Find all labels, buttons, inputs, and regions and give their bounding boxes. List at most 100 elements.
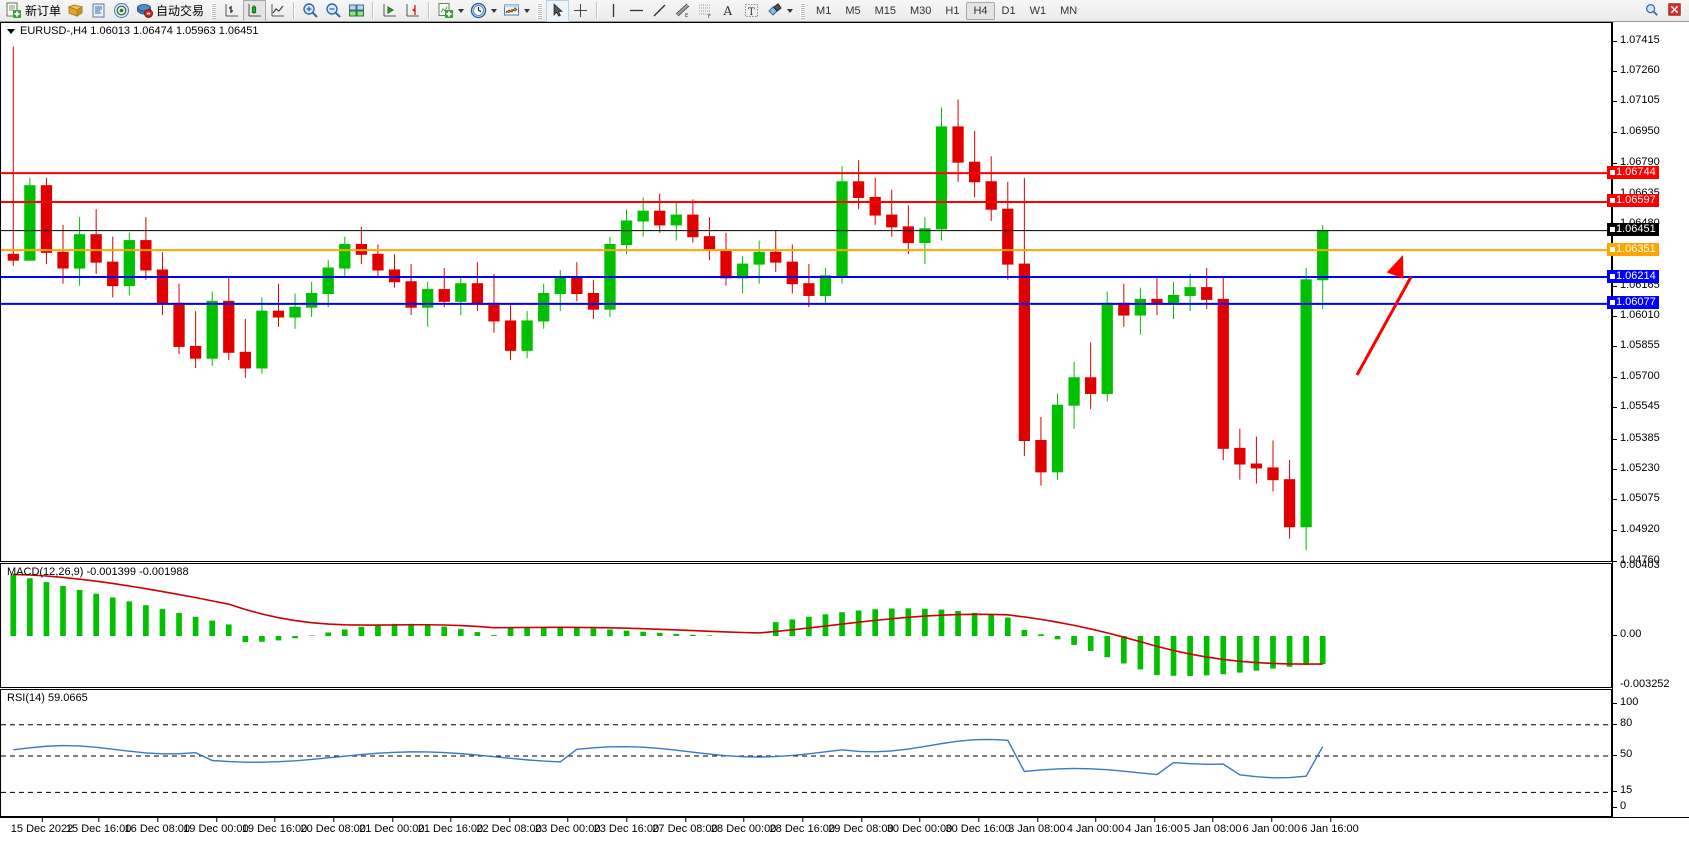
time-tick: 21 Dec 16:00 xyxy=(418,818,483,835)
signals-button[interactable] xyxy=(110,1,133,21)
price-tag-value: 1.06451 xyxy=(1616,223,1656,236)
rsi-pane[interactable]: RSI(14) 59.0665 xyxy=(0,689,1613,817)
candle xyxy=(736,256,749,294)
fibonacci-tool[interactable]: F xyxy=(694,1,717,21)
candle xyxy=(786,244,798,294)
tile-windows-icon xyxy=(348,2,365,19)
period-button[interactable] xyxy=(467,1,500,21)
indicators-button[interactable] xyxy=(500,1,533,21)
vertical-line-tool[interactable] xyxy=(602,1,625,21)
symbol-header[interactable]: EURUSD-,H4 1.06013 1.06474 1.05963 1.064… xyxy=(7,25,259,37)
close-button[interactable] xyxy=(1664,1,1687,21)
tab-timeframe-m1[interactable]: M1 xyxy=(816,4,832,17)
price-tag-bid[interactable]: 1.06451 xyxy=(1607,223,1659,237)
candlestick-chart-button[interactable] xyxy=(243,0,267,22)
search-button[interactable] xyxy=(1641,1,1664,21)
candle xyxy=(1184,273,1196,312)
macd-tick: 0.00 xyxy=(1613,628,1641,640)
rsi-canvas xyxy=(1,724,1613,793)
chart-shift-button[interactable] xyxy=(401,1,424,21)
autotrading-button[interactable]: 自动交易 xyxy=(133,1,207,21)
toolbar-grip-3[interactable] xyxy=(800,2,806,19)
candle xyxy=(422,281,434,327)
time-tick: 21 Dec 00:00 xyxy=(359,818,425,835)
candle xyxy=(40,177,53,265)
price-tag-resistance[interactable]: 1.06597 xyxy=(1607,194,1659,208)
line-chart-button[interactable] xyxy=(266,1,289,21)
time-tick: 23 Dec 16:00 xyxy=(594,818,659,835)
rsi-line xyxy=(13,738,1324,779)
horizontal-line-icon xyxy=(628,2,645,19)
crosshair-tool[interactable] xyxy=(569,1,592,21)
text-tool[interactable]: A xyxy=(717,1,740,21)
autotrading-label: 自动交易 xyxy=(156,4,205,18)
macd-pane[interactable]: MACD(12,26,9) -0.001399 -0.001988 xyxy=(0,563,1612,688)
toolbar-grip-2[interactable] xyxy=(537,2,543,19)
candle xyxy=(471,262,484,312)
tab-timeframe-m5[interactable]: M5 xyxy=(845,4,861,17)
new-order-label: 新订单 xyxy=(25,4,62,18)
crosshair-icon xyxy=(572,2,589,19)
price-tag-pivot[interactable]: 1.06351 xyxy=(1607,242,1659,256)
main-toolbar: 新订单 xyxy=(0,0,1689,22)
metaeditor-button[interactable] xyxy=(87,1,110,21)
expert-advisor-button[interactable] xyxy=(64,1,87,21)
tab-timeframe-d1[interactable]: D1 xyxy=(1001,4,1016,17)
text-label-tool[interactable]: T xyxy=(740,1,763,21)
macd-signal-line xyxy=(13,573,1323,665)
chart-area[interactable]: EURUSD-,H4 1.06013 1.06474 1.05963 1.064… xyxy=(0,22,1689,839)
price-tick: 1.05385 xyxy=(1613,432,1660,444)
candle xyxy=(488,273,500,333)
price-tag-support[interactable]: 1.06214 xyxy=(1607,269,1659,283)
price-tag-resistance[interactable]: 1.06744 xyxy=(1607,165,1659,179)
candle xyxy=(57,224,69,284)
horizontal-line-tool[interactable] xyxy=(625,1,648,21)
chevron-down-icon[interactable] xyxy=(787,8,794,13)
signals-icon xyxy=(113,2,130,19)
candle xyxy=(455,277,467,316)
candle xyxy=(538,283,550,329)
time-tick: 5 Jan 08:00 xyxy=(1184,818,1241,835)
time-axis[interactable]: 15 Dec 2022 15 Dec 16:00 16 Dec 08:00 19 De… xyxy=(0,817,1689,839)
candle xyxy=(1018,177,1031,457)
time-tick: 28 Dec 16:00 xyxy=(770,818,835,835)
objects-tool[interactable] xyxy=(763,1,796,21)
chevron-down-icon[interactable] xyxy=(524,8,531,13)
chevron-down-icon[interactable] xyxy=(458,8,465,13)
candle xyxy=(720,232,732,286)
candle xyxy=(223,275,235,361)
price-tag-value: 1.06744 xyxy=(1616,165,1656,178)
tab-timeframe-h1[interactable]: H1 xyxy=(945,4,960,17)
tab-timeframe-h4[interactable]: H4 xyxy=(966,1,995,20)
price-pane[interactable]: EURUSD-,H4 1.06013 1.06474 1.05963 1.064… xyxy=(0,22,1613,562)
auto-scroll-button[interactable] xyxy=(378,1,401,21)
candle xyxy=(554,269,566,312)
rsi-label: RSI(14) 59.0665 xyxy=(7,692,88,704)
candle xyxy=(985,156,997,221)
tile-windows-button[interactable] xyxy=(345,1,368,21)
tab-timeframe-mn[interactable]: MN xyxy=(1060,4,1078,17)
zoom-out-button[interactable] xyxy=(322,1,345,21)
tab-timeframe-w1[interactable]: W1 xyxy=(1029,4,1047,17)
time-tick: 30 Dec 00:00 xyxy=(887,818,952,835)
tab-timeframe-m15[interactable]: M15 xyxy=(874,4,896,17)
zoom-in-button[interactable] xyxy=(299,1,322,21)
candle xyxy=(604,236,616,318)
chevron-down-icon[interactable] xyxy=(7,28,15,34)
folder-yellow-icon xyxy=(67,2,84,19)
chevron-down-icon[interactable] xyxy=(491,8,498,13)
tab-timeframe-m30[interactable]: M30 xyxy=(910,4,932,17)
bullish-arrow-annotation[interactable] xyxy=(1355,255,1413,376)
bar-chart-button[interactable] xyxy=(220,1,243,21)
equidistant-channel-tool[interactable]: E xyxy=(671,1,694,21)
candle xyxy=(1101,291,1113,402)
new-order-button[interactable]: 新订单 xyxy=(2,1,64,21)
cursor-tool[interactable] xyxy=(546,0,570,22)
toolbar-grip-1[interactable] xyxy=(211,2,217,19)
price-tag-support[interactable]: 1.06077 xyxy=(1607,296,1659,310)
price-axis[interactable]: 1.07415 1.07260 1.07105 1.06950 1.06790 1.066… xyxy=(1607,22,1689,817)
macd-canvas xyxy=(10,573,1326,676)
new-chart-button[interactable] xyxy=(434,1,467,21)
trendline-tool[interactable] xyxy=(648,1,671,21)
symbol-ohlc-label: EURUSD-,H4 1.06013 1.06474 1.05963 1.064… xyxy=(20,25,259,37)
